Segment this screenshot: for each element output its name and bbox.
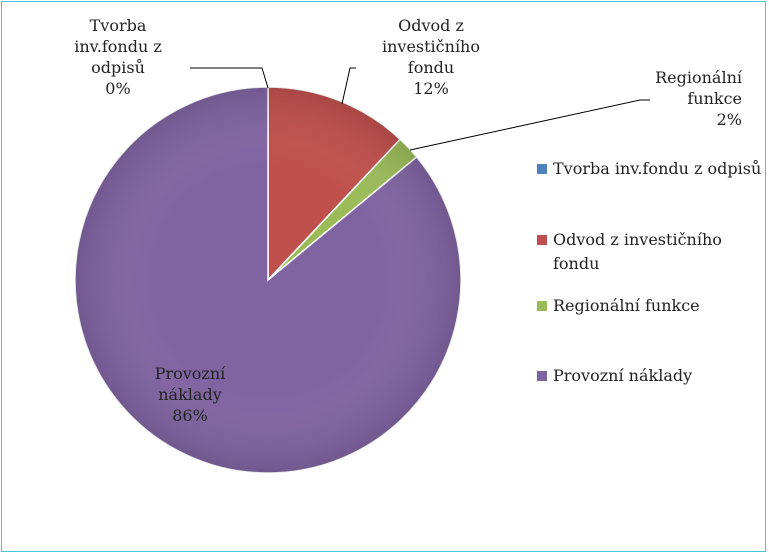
data-label-category: Provozní náklady (154, 364, 226, 404)
data-label-category: Tvorba inv.fondu z odpisů (74, 16, 162, 77)
data-label: Regionální funkce 2% (632, 67, 742, 130)
data-label-category: Regionální funkce (655, 68, 742, 108)
data-label-value: 12% (413, 79, 449, 98)
legend-swatch (537, 371, 547, 381)
data-label-value: 0% (105, 79, 131, 98)
data-label-category: Odvod z investičního fondu (381, 16, 480, 77)
data-label: Provozní náklady 86% (130, 363, 250, 426)
legend-label: Provozní náklady (553, 366, 693, 385)
data-label-value: 2% (716, 110, 742, 129)
legend-label: Odvod z investičního fondu (553, 230, 722, 273)
leader-line (190, 67, 269, 89)
legend-label: Regionální funkce (553, 296, 700, 315)
legend-swatch (537, 301, 547, 311)
legend-entry: Regionální funkce (537, 294, 762, 318)
data-label-value: 86% (172, 406, 208, 425)
data-label: Odvod z investičního fondu 12% (375, 15, 487, 99)
legend-entry: Odvod z investičního fondu (537, 228, 762, 276)
data-label: Tvorba inv.fondu z odpisů 0% (62, 15, 174, 99)
legend-entry: Tvorba inv.fondu z odpisů (537, 157, 762, 181)
leader-line (341, 67, 356, 105)
legend-entry: Provozní náklady (537, 364, 762, 388)
legend-label: Tvorba inv.fondu z odpisů (553, 159, 762, 178)
leader-line (409, 99, 650, 151)
legend-swatch (537, 235, 547, 245)
legend-swatch (537, 164, 547, 174)
